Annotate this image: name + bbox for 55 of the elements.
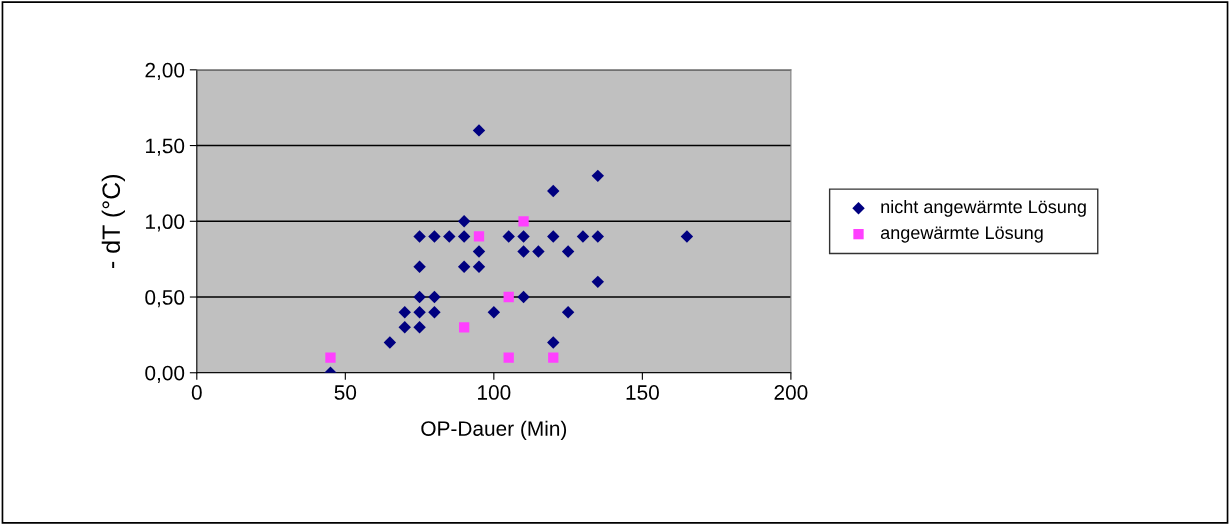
- point: [502, 230, 515, 243]
- point: [517, 245, 530, 258]
- x-axis-title: OP-Dauer (Min): [421, 420, 567, 441]
- point: [398, 305, 411, 319]
- point: [548, 352, 559, 363]
- point: [503, 352, 514, 363]
- point: [547, 184, 560, 198]
- point: [547, 230, 560, 243]
- x-tick-label: 0: [191, 385, 202, 400]
- y-axis-title: - dT (°C): [101, 175, 125, 268]
- point: [472, 124, 486, 137]
- point: [487, 305, 501, 319]
- x-tick-label: 50: [334, 385, 357, 400]
- point: [547, 336, 560, 349]
- point: [591, 275, 605, 289]
- point: [503, 291, 514, 303]
- legend-label: nicht angewärmte Lösung: [881, 199, 1086, 217]
- point: [457, 260, 471, 273]
- point: [413, 260, 426, 273]
- point: [457, 230, 471, 243]
- point: [457, 215, 471, 228]
- point: [428, 230, 441, 243]
- point: [428, 305, 441, 319]
- point: [443, 230, 456, 243]
- point: [561, 305, 575, 319]
- point: [398, 321, 411, 334]
- y-tick-label: 2,00: [145, 62, 185, 81]
- point: [517, 230, 530, 243]
- y-tick-label: 1,50: [146, 138, 185, 156]
- point: [472, 245, 486, 258]
- y-tick-label: 0,50: [145, 290, 185, 308]
- y-tick-label: 1,00: [146, 214, 185, 232]
- legend-label: angewärmte Lösung: [880, 226, 1043, 243]
- point: [413, 290, 426, 304]
- x-tick-label: 100: [478, 385, 511, 400]
- point: [325, 352, 336, 363]
- point: [532, 245, 545, 258]
- point: [591, 169, 605, 183]
- point: [473, 231, 485, 242]
- point: [517, 290, 530, 304]
- point: [518, 216, 529, 227]
- x-tick-label: 200: [774, 385, 808, 400]
- point: [383, 336, 397, 349]
- point: [680, 230, 694, 243]
- point: [472, 260, 486, 273]
- point: [413, 305, 426, 319]
- x-tick-label: 150: [626, 385, 659, 400]
- y-tick-label: 0,00: [145, 365, 185, 383]
- point: [458, 322, 470, 333]
- point: [413, 321, 426, 334]
- point: [413, 230, 426, 243]
- point: [576, 230, 590, 243]
- point: [561, 245, 575, 258]
- point: [591, 230, 605, 243]
- point: [428, 290, 441, 304]
